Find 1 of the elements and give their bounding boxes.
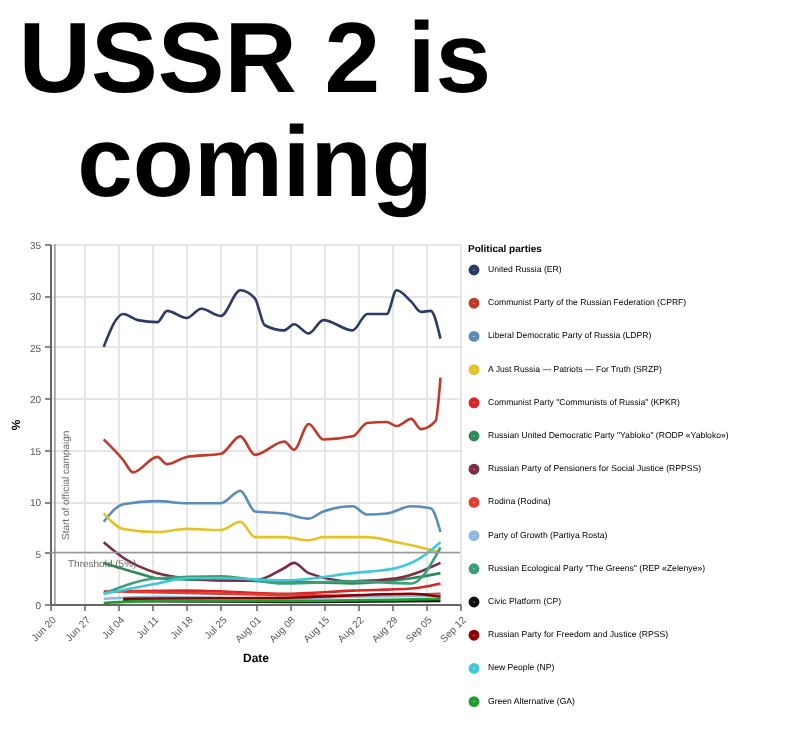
chart-title: USSR 2 is coming (18, 2, 492, 218)
